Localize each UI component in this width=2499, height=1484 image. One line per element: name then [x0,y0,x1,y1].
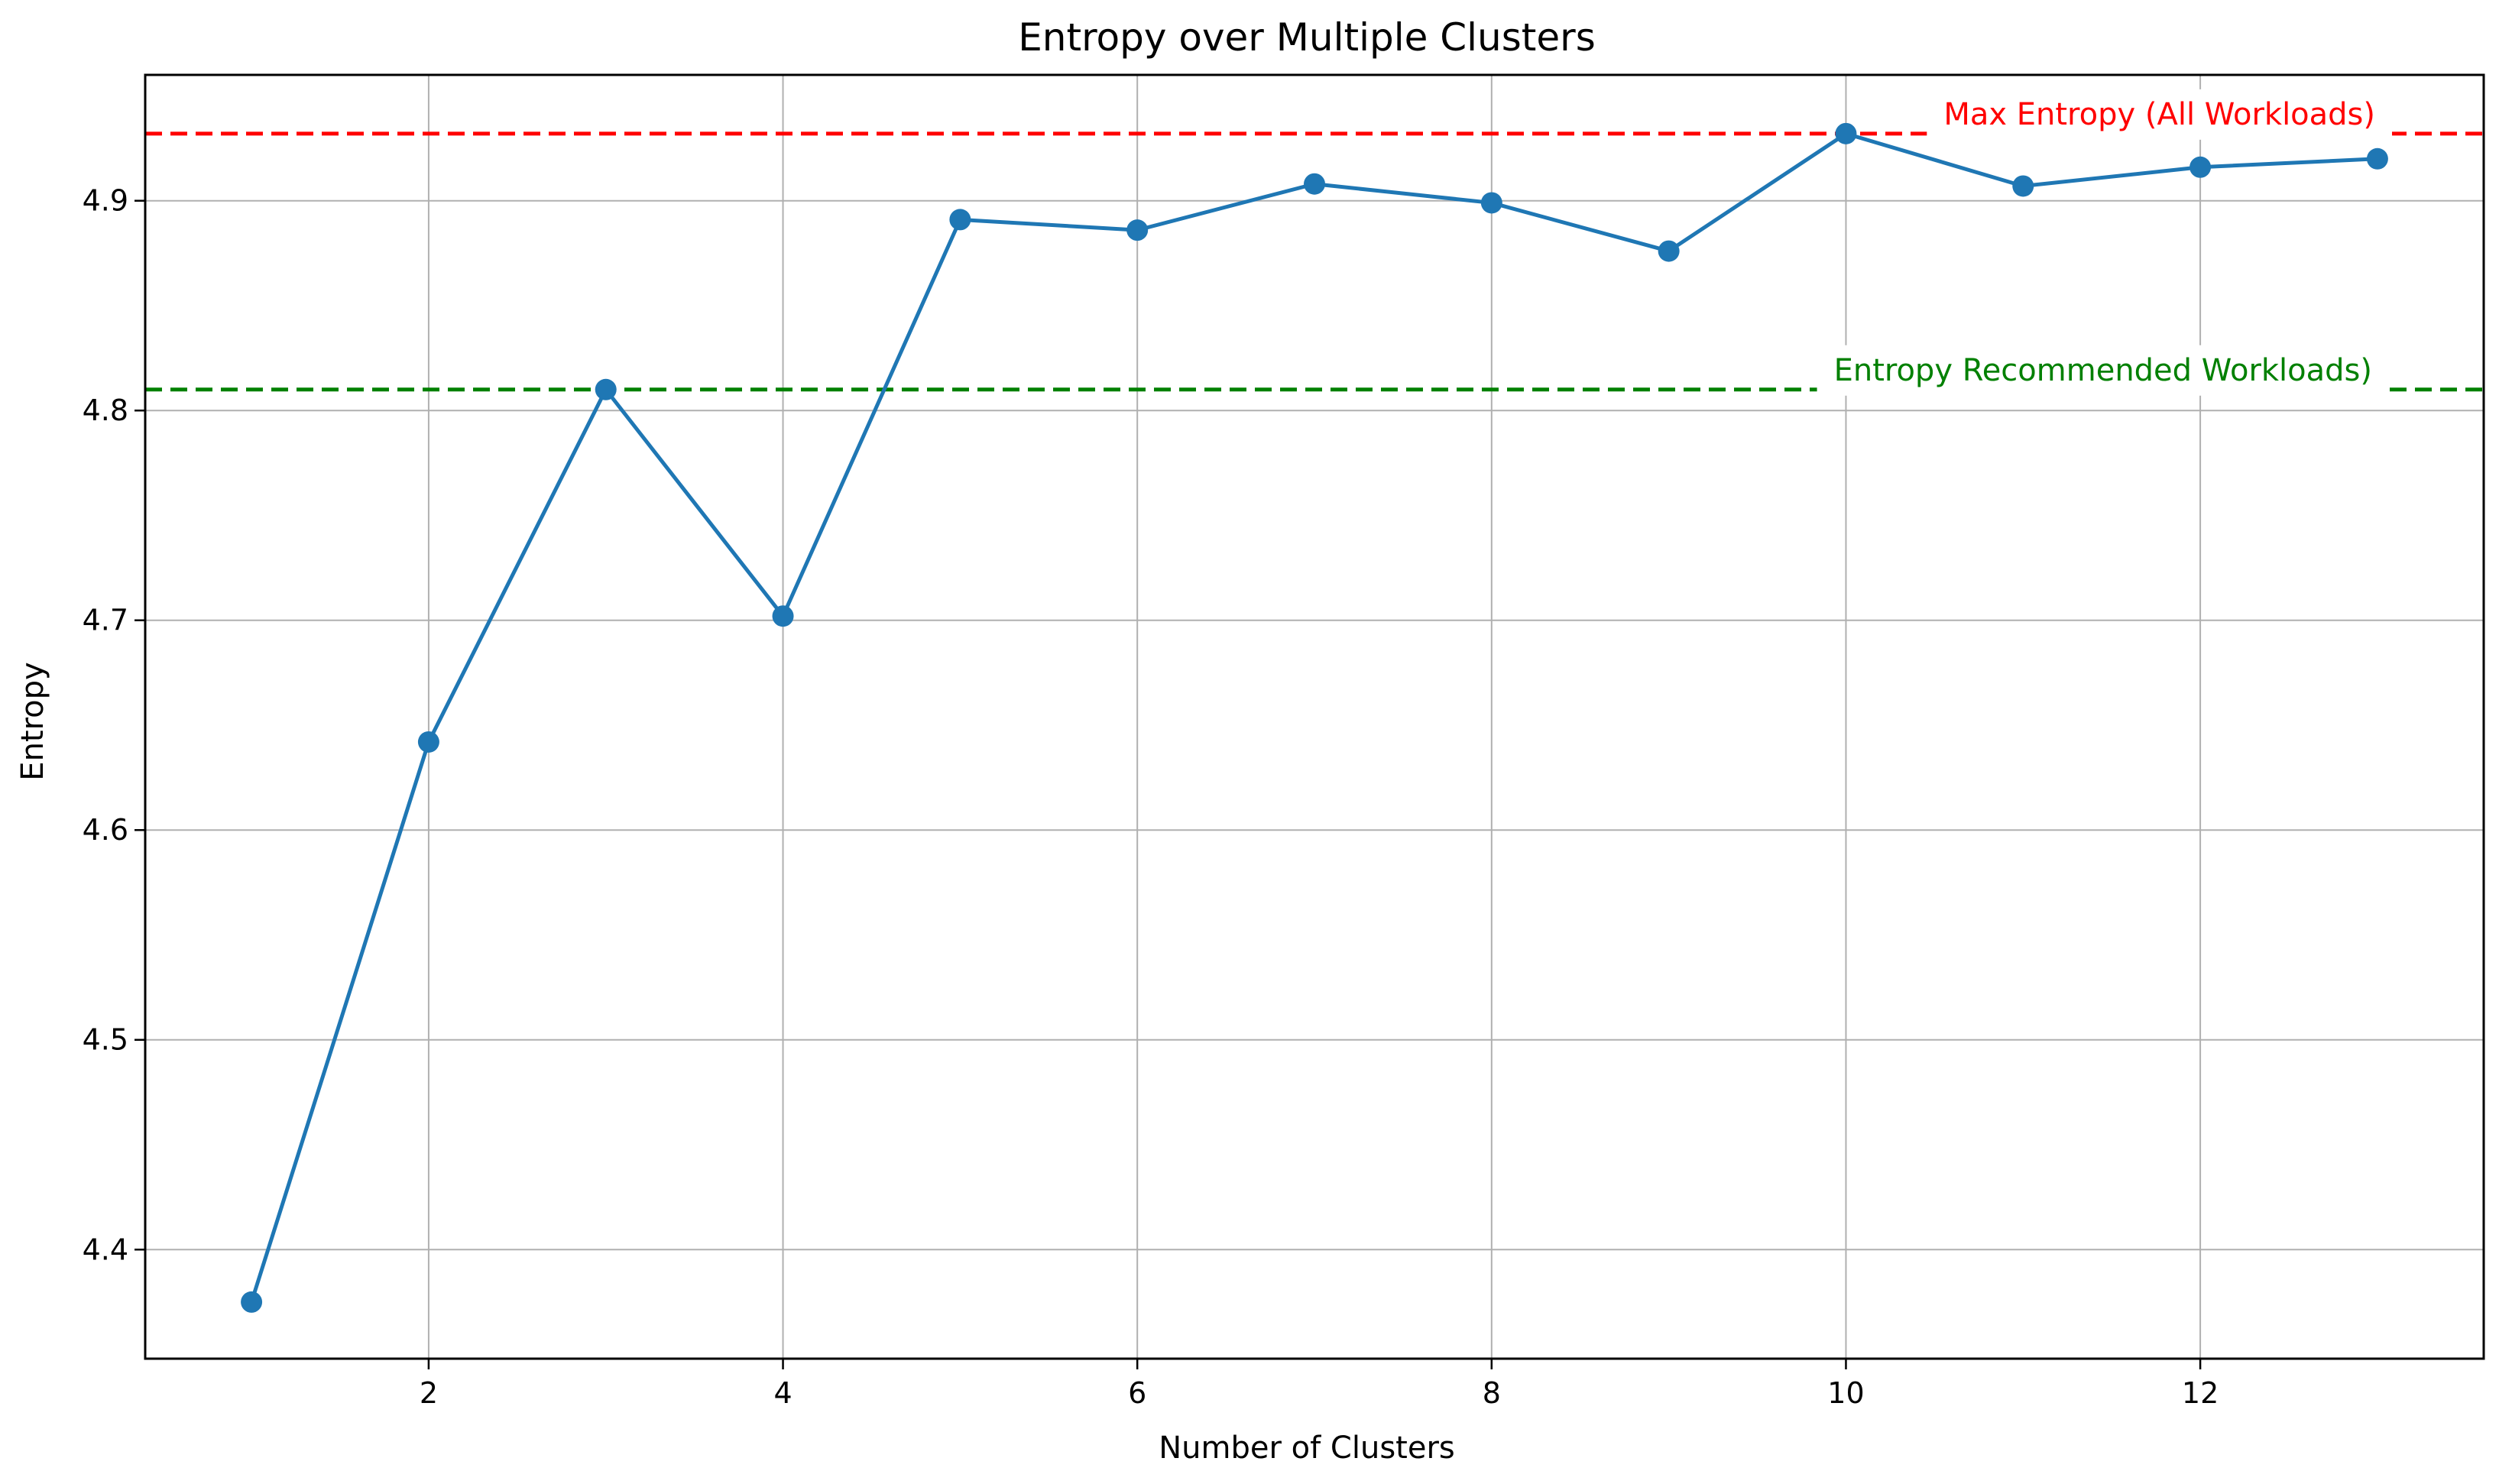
y-axis-ticks: 4.4 4.5 4.6 4.7 4.8 4.9 [83,184,145,1266]
data-point [2189,156,2212,178]
x-tick-label: 8 [1483,1376,1501,1410]
data-point [772,605,794,627]
reference-label-background [1817,345,2389,396]
reference-annotation: Max Entropy (All Workloads) [1927,89,2392,140]
data-point [1126,219,1149,241]
data-point [1480,192,1502,214]
grid-lines [145,75,2484,1359]
x-tick-label: 4 [773,1376,792,1410]
series-markers [241,122,2388,1313]
x-tick-label: 12 [2182,1376,2219,1410]
data-point [1835,122,1857,144]
reference-label: Max Entropy (All Workloads) [1943,97,2375,132]
y-axis-label: Entropy [15,662,50,780]
reference-label-background [1927,89,2392,140]
series-line [249,131,2378,1303]
reference-annotations: Max Entropy (All Workloads) Entropy Recom… [1817,89,2392,396]
data-point [1658,240,1680,262]
x-tick-label: 6 [1128,1376,1146,1410]
data-point [241,1291,263,1313]
reference-annotation: Entropy Recommended Workloads) [1817,345,2389,396]
y-tick-label: 4.5 [83,1023,128,1057]
data-point [417,731,439,753]
data-point [1304,173,1325,195]
data-point [2012,175,2034,197]
x-tick-label: 2 [420,1376,438,1410]
x-tick-label: 10 [1827,1376,1864,1410]
y-tick-label: 4.4 [83,1233,128,1266]
data-point [595,378,617,400]
y-tick-label: 4.9 [83,184,128,218]
reference-label: Entropy Recommended Workloads) [1834,353,2372,388]
y-tick-label: 4.7 [83,604,128,637]
data-point [2366,147,2388,170]
chart-title: Entropy over Multiple Clusters [1018,15,1596,60]
plot-area-frame [144,73,2485,1360]
x-axis-ticks: 2 4 6 8 10 12 [420,1359,2219,1410]
y-tick-label: 4.6 [83,813,128,847]
y-tick-label: 4.8 [83,394,128,427]
x-axis-label: Number of Clusters [1159,1431,1454,1466]
data-point [949,209,971,231]
series-lines [249,131,2378,1303]
